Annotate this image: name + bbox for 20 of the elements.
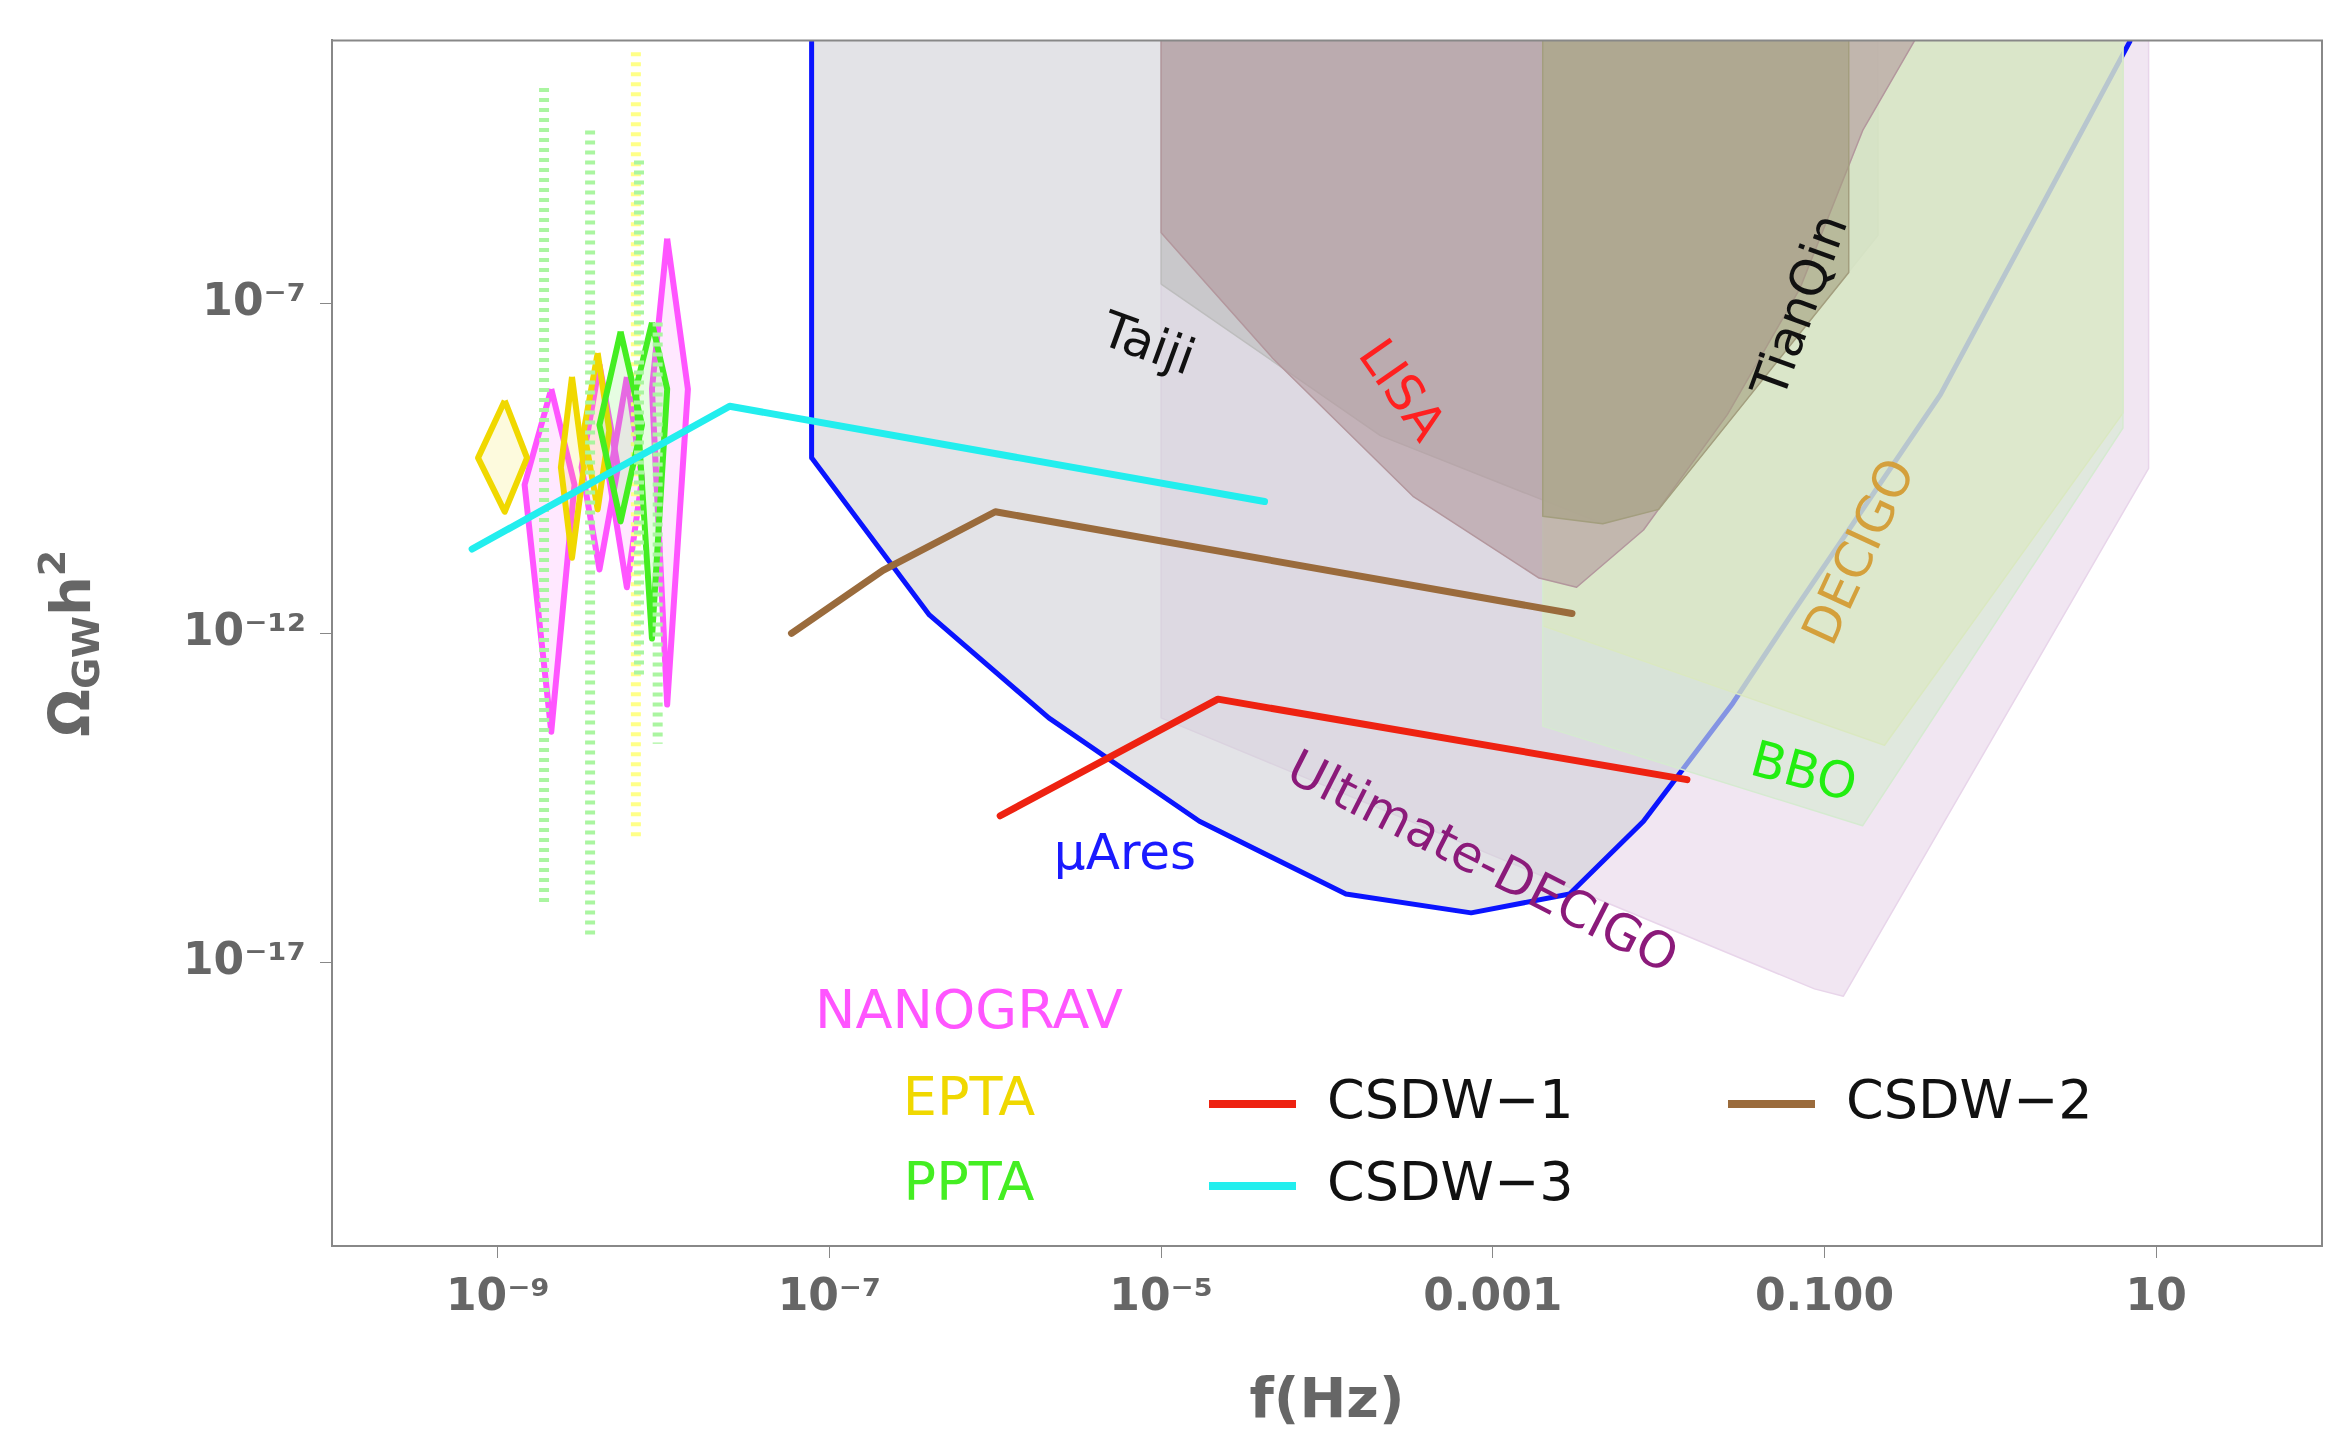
series-label: BBO xyxy=(1744,729,1864,813)
y-axis-title: ΩGWh2 xyxy=(29,549,108,737)
text: PPTA xyxy=(903,1150,1035,1214)
series-label: μAres xyxy=(1053,822,1197,881)
x-axis-title: f(Hz) xyxy=(1249,1364,1405,1430)
text: NANOGRAV xyxy=(815,978,1123,1042)
legend-label: CSDW−3 xyxy=(1327,1150,1574,1214)
x-tick-label: 0.100 xyxy=(1754,1268,1895,1320)
legend-label: CSDW−1 xyxy=(1327,1068,1574,1132)
y-tick-label: 10⁻¹⁷ xyxy=(183,933,306,985)
text: EPTA xyxy=(902,1065,1036,1129)
x-tick-label: 10⁻⁵ xyxy=(1109,1268,1214,1320)
x-tick-label: 10⁻⁷ xyxy=(777,1268,882,1320)
y-tick-label: 10⁻⁷ xyxy=(202,274,306,326)
legend-label: CSDW−2 xyxy=(1846,1068,2093,1132)
x-tick-label: 10⁻⁹ xyxy=(445,1268,550,1320)
text: Taiji xyxy=(1093,299,1203,387)
y-tick-label: 10⁻¹² xyxy=(183,603,306,655)
x-tick-label: 10 xyxy=(2125,1268,2187,1320)
x-tick-label: 0.001 xyxy=(1423,1268,1563,1320)
